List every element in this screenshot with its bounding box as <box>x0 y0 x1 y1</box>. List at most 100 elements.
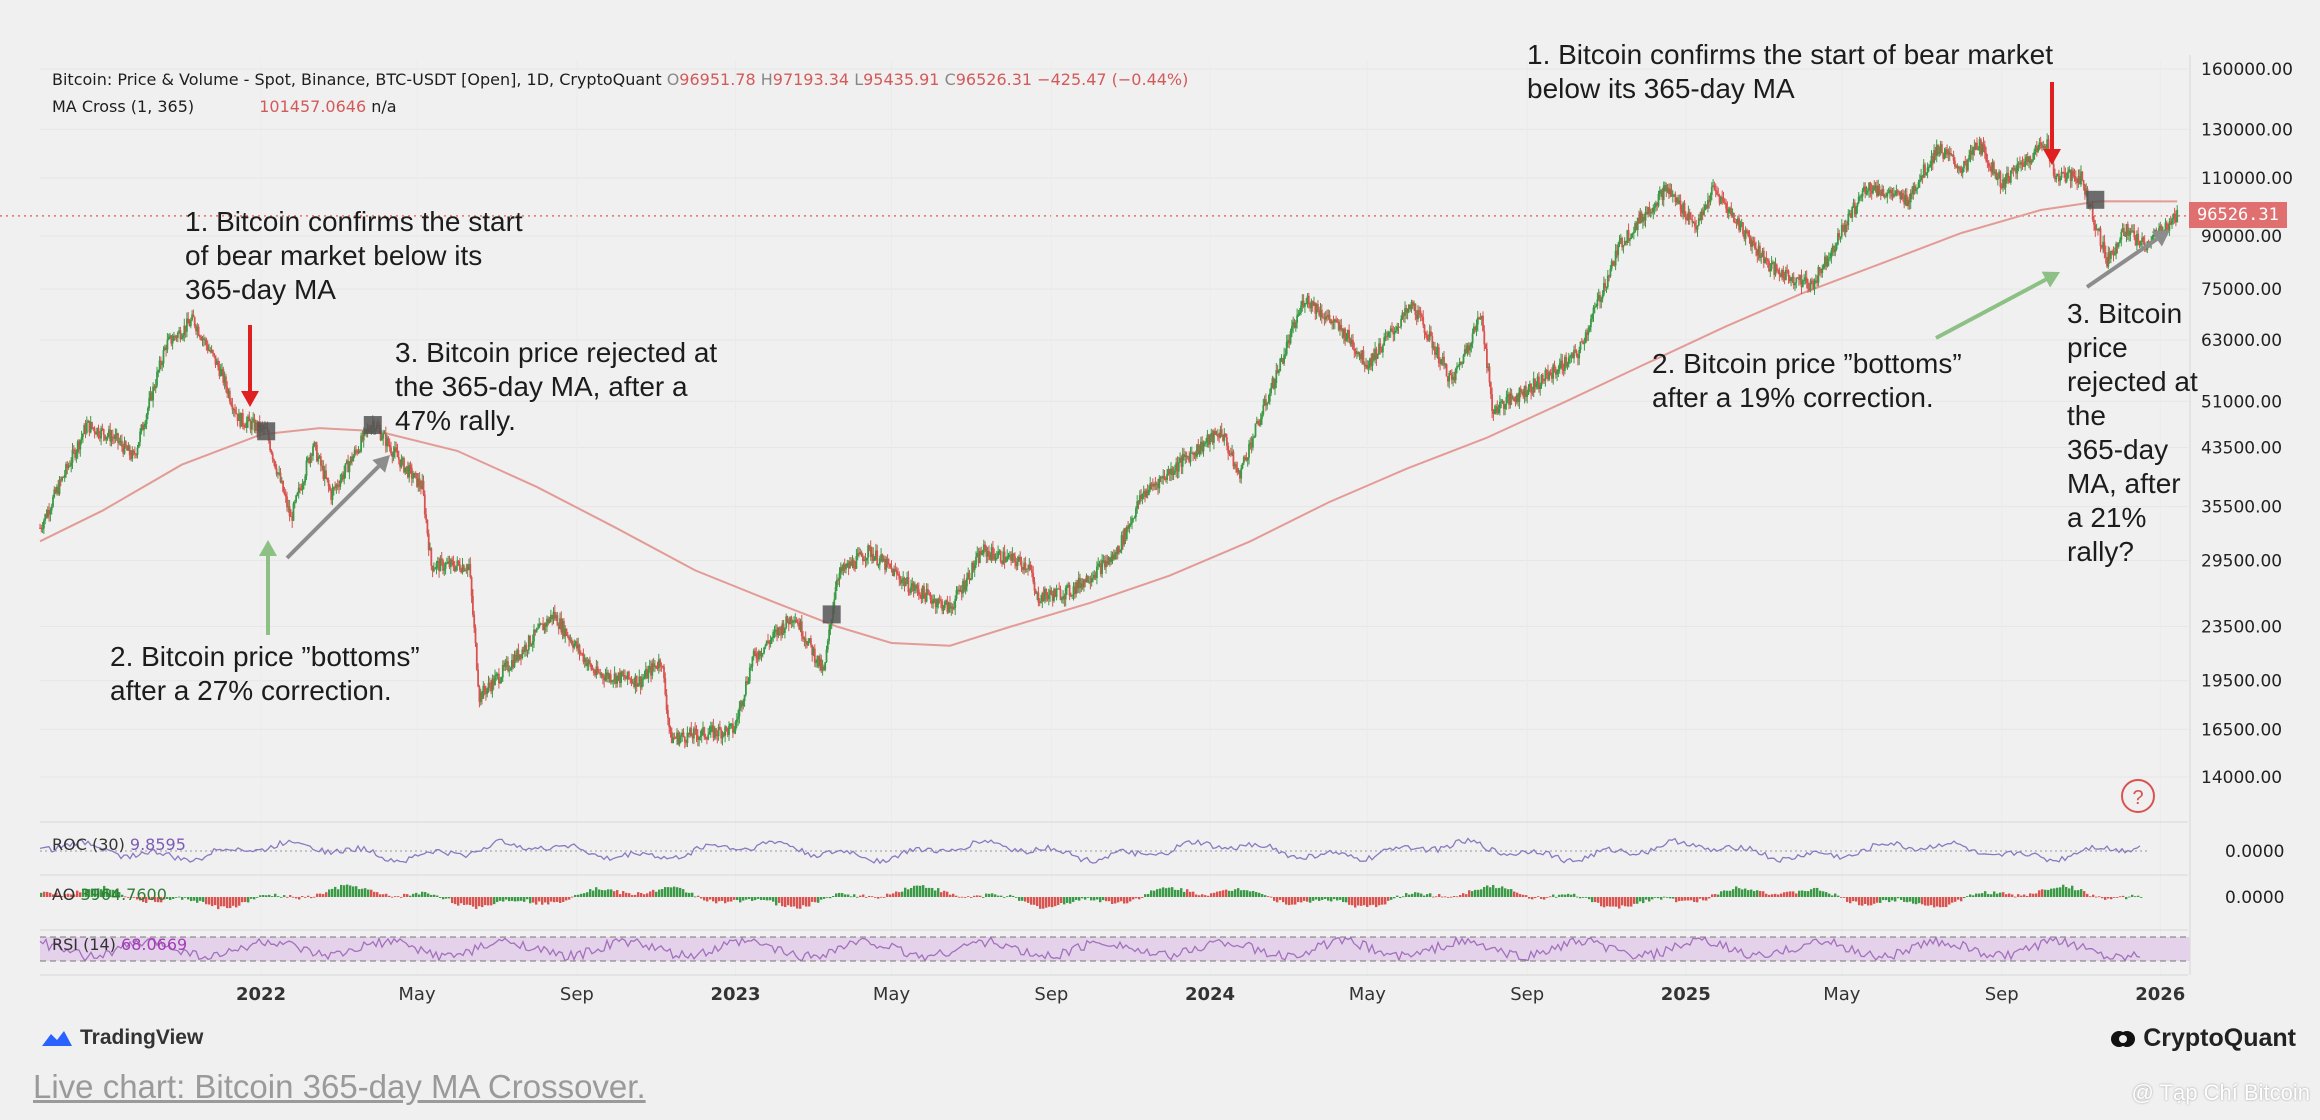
candle-body <box>715 728 717 735</box>
candle <box>1635 221 1638 231</box>
candle <box>1973 139 1976 156</box>
candle-body <box>1727 209 1730 213</box>
candle <box>122 443 125 458</box>
candle <box>1285 334 1288 357</box>
candle-body <box>1336 321 1339 323</box>
candle-body <box>637 683 639 687</box>
candle-body <box>1608 275 1610 277</box>
candle-body <box>698 737 700 740</box>
candle-body <box>1079 577 1081 588</box>
candle <box>1041 591 1044 608</box>
candle <box>780 625 782 641</box>
candle <box>1177 456 1180 479</box>
candle <box>348 461 351 480</box>
candle <box>1366 360 1369 370</box>
candle-body <box>1924 164 1926 175</box>
candle <box>39 523 41 529</box>
candle-body <box>823 666 825 670</box>
candle <box>200 334 203 341</box>
candle-body <box>1839 236 1842 238</box>
candle <box>1096 561 1098 585</box>
candle-body <box>1552 364 1555 379</box>
candle <box>2054 168 2056 182</box>
candle-body <box>1137 501 1140 504</box>
candle <box>253 413 256 433</box>
candle-body <box>1254 423 1257 437</box>
candle <box>1807 278 1809 293</box>
green-arrow-right-head <box>2041 271 2060 288</box>
candle-body <box>2037 147 2039 152</box>
candle-body <box>2045 148 2047 150</box>
candle-body <box>1076 582 1079 589</box>
candle <box>1527 384 1530 396</box>
candle-body <box>717 726 720 737</box>
candle <box>2084 184 2086 200</box>
candle-body <box>1785 269 1787 281</box>
candle-body <box>1765 258 1768 260</box>
candle <box>1097 557 1100 570</box>
candle <box>664 672 667 697</box>
candle <box>170 335 173 347</box>
candle-body <box>2167 229 2169 231</box>
candle <box>739 699 742 712</box>
candle <box>273 458 275 467</box>
candle-body <box>981 553 984 555</box>
candle-body <box>1660 189 1662 191</box>
candle <box>115 428 118 441</box>
candle <box>1123 527 1126 547</box>
candle <box>1008 551 1011 560</box>
candle <box>855 548 858 569</box>
candle-body <box>1187 456 1189 458</box>
candle-body <box>703 727 706 737</box>
candle-body <box>1726 208 1729 213</box>
candle-body <box>355 449 357 451</box>
candle <box>885 556 888 573</box>
candle-body <box>2041 144 2043 148</box>
candle <box>1588 325 1591 333</box>
candle-body <box>1413 303 1415 306</box>
candle-body <box>1627 230 1630 241</box>
candle <box>1540 373 1543 389</box>
candle <box>1951 154 1954 157</box>
candle <box>121 434 123 452</box>
candle-body <box>1532 378 1535 393</box>
candle <box>1358 351 1361 361</box>
candle-body <box>1439 362 1441 365</box>
candle <box>578 643 581 661</box>
candle-body <box>342 474 344 479</box>
candle <box>1335 315 1337 323</box>
candle <box>1129 516 1132 527</box>
candle-body <box>504 662 507 667</box>
candle-body <box>699 735 702 738</box>
candle-body <box>1933 150 1935 163</box>
candle <box>61 476 63 483</box>
candle-body <box>834 587 837 600</box>
candle-body <box>559 618 561 629</box>
candle-body <box>2082 180 2085 185</box>
candle <box>1447 376 1449 387</box>
candle-body <box>685 742 687 744</box>
gray-arrow-right-shaft <box>2085 237 2158 289</box>
candle-body <box>1619 238 1622 241</box>
candle-body <box>1938 151 1941 154</box>
candle <box>1996 173 1999 186</box>
candle-body <box>1811 280 1813 284</box>
candle-body <box>1146 490 1149 495</box>
candle <box>958 584 960 595</box>
candle-body <box>1327 314 1330 317</box>
candle <box>1717 187 1720 197</box>
candle <box>928 590 931 596</box>
candle <box>1248 439 1250 465</box>
candle-body <box>1486 348 1488 369</box>
candle-body <box>1051 594 1054 601</box>
candle-body <box>1549 372 1552 375</box>
y-tick-label: 63000.00 <box>2201 331 2282 351</box>
candle <box>131 446 134 462</box>
green-arrow-left-head <box>259 540 277 556</box>
candle <box>1933 144 1935 164</box>
candle-body <box>1918 180 1921 183</box>
candle-body <box>1326 316 1328 318</box>
candle-body <box>672 737 674 744</box>
candle-body <box>283 491 286 495</box>
